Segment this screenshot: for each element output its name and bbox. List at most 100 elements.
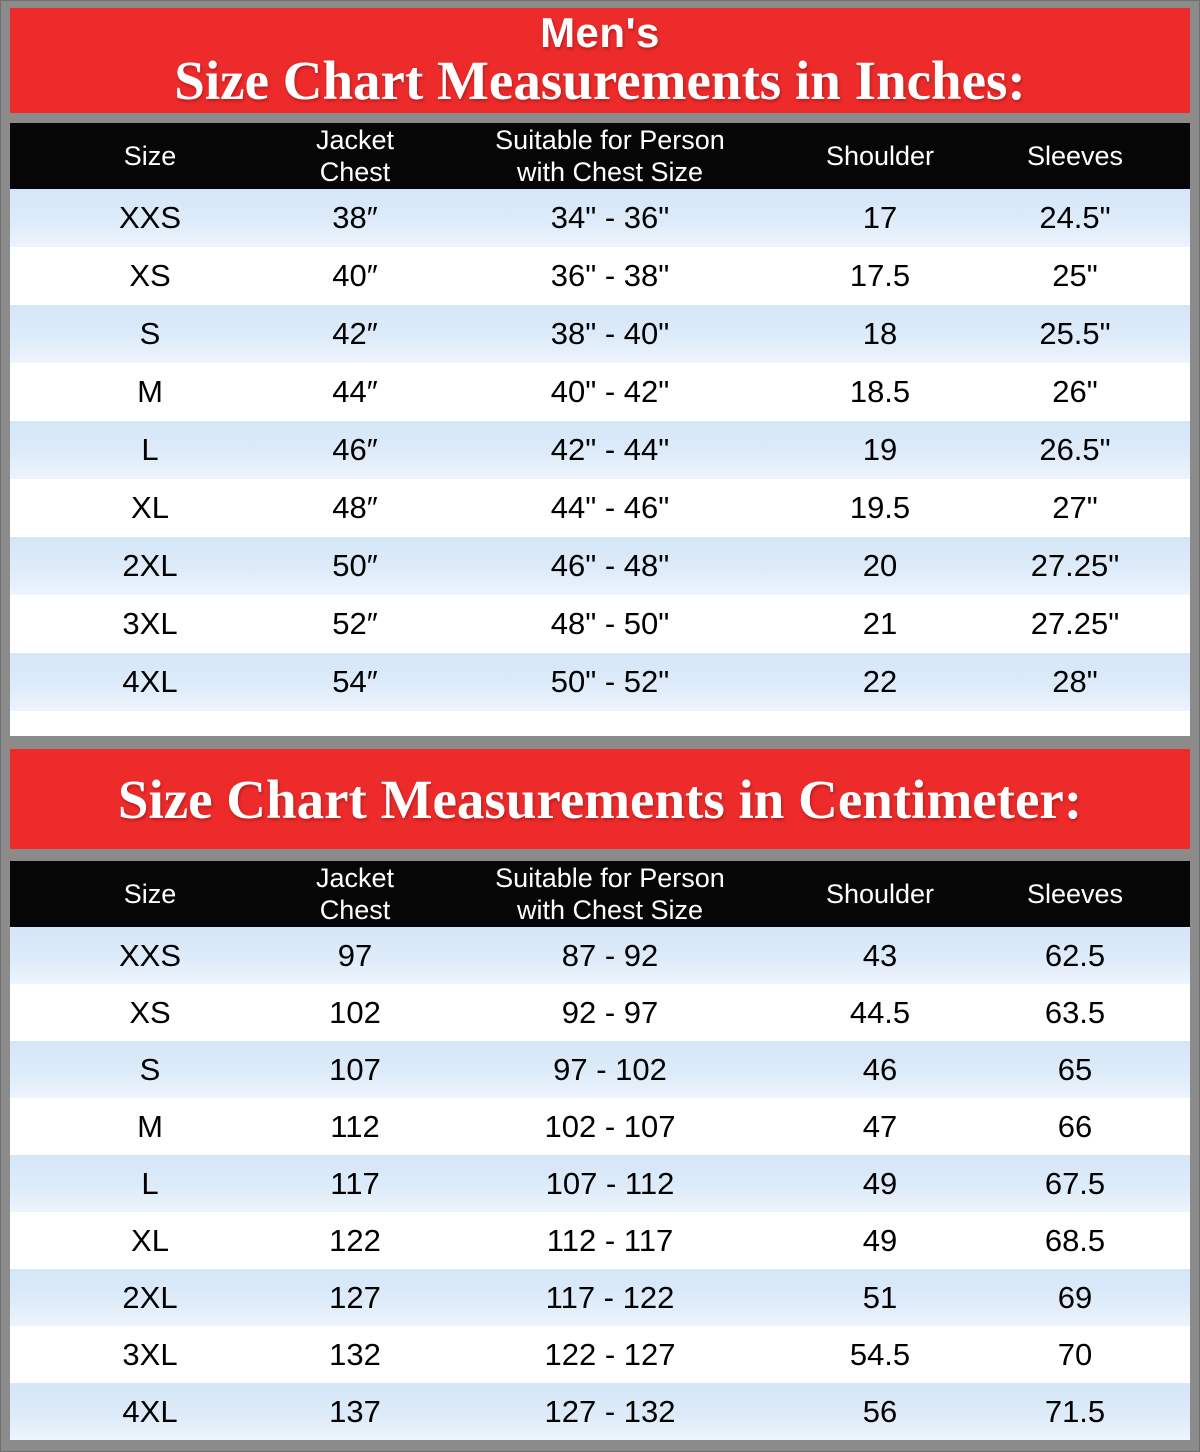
table-cell: 26.5" [1039,432,1111,467]
table-row: S 42″ 38" - 40" 18 25.5" [10,305,1190,363]
table-row: XL 48″ 44" - 46" 19.5 27" [10,479,1190,537]
table-cell: 43 [862,937,898,973]
centimeter-size-table: Size Jacket Chest Suitable for Person with… [10,861,1190,1440]
column-header: Sleeves [1026,878,1124,909]
table-cell: 112 [330,1108,380,1144]
inches-banner: Men's Size Chart Measurements in Inches: [10,8,1190,113]
table-cell: XS [129,994,171,1030]
table-cell: 102 - 107 [544,1108,676,1144]
table-cell: 65 [1057,1051,1093,1087]
table-cell: 107 [329,1051,381,1087]
column-header: Suitable for Person with Chest Size [495,124,725,187]
table-cell: XXS [118,200,182,235]
table-cell: 2XL [122,1279,178,1315]
table-cell: 42" - 44" [550,432,670,467]
table-cell: 48″ [332,490,378,525]
table-cell: 51 [862,1279,898,1315]
table-cell: 92 - 97 [561,994,659,1030]
table-cell: 137 [329,1393,381,1429]
table-cell: 70 [1057,1336,1093,1372]
table-row: XXS 38″ 34" - 36" 17 24.5" [10,189,1190,247]
table-cell: 4XL [122,1393,178,1429]
table-cell: XS [129,258,171,293]
table-cell: 19.5 [849,490,911,525]
column-header: Size [123,140,177,171]
table-cell: 127 - 132 [544,1393,676,1429]
table-cell: 97 - 102 [553,1051,667,1087]
table-cell: 46″ [332,432,378,467]
inches-table-body: XXS 38″ 34" - 36" 17 24.5" XS 40″ 36" - 38" 17.5… [10,189,1190,711]
table-cell: 62.5 [1044,937,1106,973]
table-cell: 3XL [122,606,178,641]
divider-gap [10,849,1190,861]
table-cell: L [141,432,159,467]
table-cell: 24.5" [1039,200,1111,235]
table-cell: 19 [862,432,898,467]
table-cell: 27.25" [1030,548,1120,583]
table-cell: 34" - 36" [550,200,670,235]
table-cell: 132 [329,1336,381,1372]
table-row: 2XL 50″ 46" - 48" 20 27.25" [10,537,1190,595]
table-cell: 44" - 46" [550,490,670,525]
table-cell: S [139,1051,161,1087]
divider-gap [10,113,1190,123]
table-cell: 48" - 50" [550,606,670,641]
table-cell: 50″ [332,548,378,583]
table-cell: 67.5 [1044,1165,1106,1201]
table-row: 2XL 127 117 - 122 51 69 [10,1269,1190,1326]
table-cell: 56 [862,1393,898,1429]
table-row: XXS 97 87 - 92 43 62.5 [10,927,1190,984]
column-header: Sleeves [1026,140,1124,171]
table-cell: 3XL [122,1336,178,1372]
centimeter-table-body: XXS 97 87 - 92 43 62.5 XS 102 92 - 97 44.5 63.5 S 1… [10,927,1190,1440]
table-cell: 47 [862,1108,898,1144]
table-row: 3XL 52″ 48" - 50" 21 27.25" [10,595,1190,653]
divider-gap [10,736,1190,749]
table-cell: 49 [862,1165,898,1201]
table-cell: 63.5 [1044,994,1106,1030]
table-cell: 54.5 [849,1336,911,1372]
table-row: XS 102 92 - 97 44.5 63.5 [10,984,1190,1041]
column-header: Size [123,878,177,909]
table-cell: S [139,316,161,351]
column-header: Jacket Chest [315,124,395,187]
table-cell: 21 [862,606,898,641]
table-cell: 40" - 42" [550,374,670,409]
column-header: Jacket Chest [315,862,395,925]
table-row: XL 122 112 - 117 49 68.5 [10,1212,1190,1269]
table-cell: 50" - 52" [550,664,670,699]
column-header: Suitable for Person with Chest Size [495,862,725,925]
table-cell: 20 [862,548,898,583]
table-cell: 66 [1057,1108,1093,1144]
table-cell: 122 - 127 [544,1336,676,1372]
table-cell: XL [131,1222,169,1258]
table-cell: 27.25" [1030,606,1120,641]
table-cell: 28" [1052,664,1098,699]
table-cell: 46" - 48" [550,548,670,583]
table-cell: 87 - 92 [561,937,659,973]
centimeter-banner-title: Size Chart Measurements in Centimeter: [117,768,1083,830]
centimeter-banner: Size Chart Measurements in Centimeter: [10,749,1190,849]
table-cell: 40″ [332,258,378,293]
table-cell: 52″ [332,606,378,641]
table-cell: 17 [862,200,898,235]
inches-table-header-row: Size Jacket Chest Suitable for Person with… [10,123,1190,189]
table-cell: 112 - 117 [546,1222,674,1258]
table-cell: 42″ [332,316,378,351]
table-row: 4XL 54″ 50" - 52" 22 28" [10,653,1190,711]
table-cell: 44″ [332,374,378,409]
table-cell: 68.5 [1044,1222,1106,1258]
column-header: Shoulder [825,140,935,171]
table-cell: 25.5" [1039,316,1111,351]
table-cell: 4XL [122,664,178,699]
table-row: XS 40″ 36" - 38" 17.5 25" [10,247,1190,305]
table-cell: 38" - 40" [550,316,670,351]
table-cell: 2XL [122,548,178,583]
table-cell: 54″ [332,664,378,699]
table-row: L 117 107 - 112 49 67.5 [10,1155,1190,1212]
table-cell: M [137,374,163,409]
table-cell: 44.5 [849,994,911,1030]
table-cell: 17.5 [849,258,911,293]
table-cell: 27" [1052,490,1098,525]
table-cell: XL [131,490,169,525]
